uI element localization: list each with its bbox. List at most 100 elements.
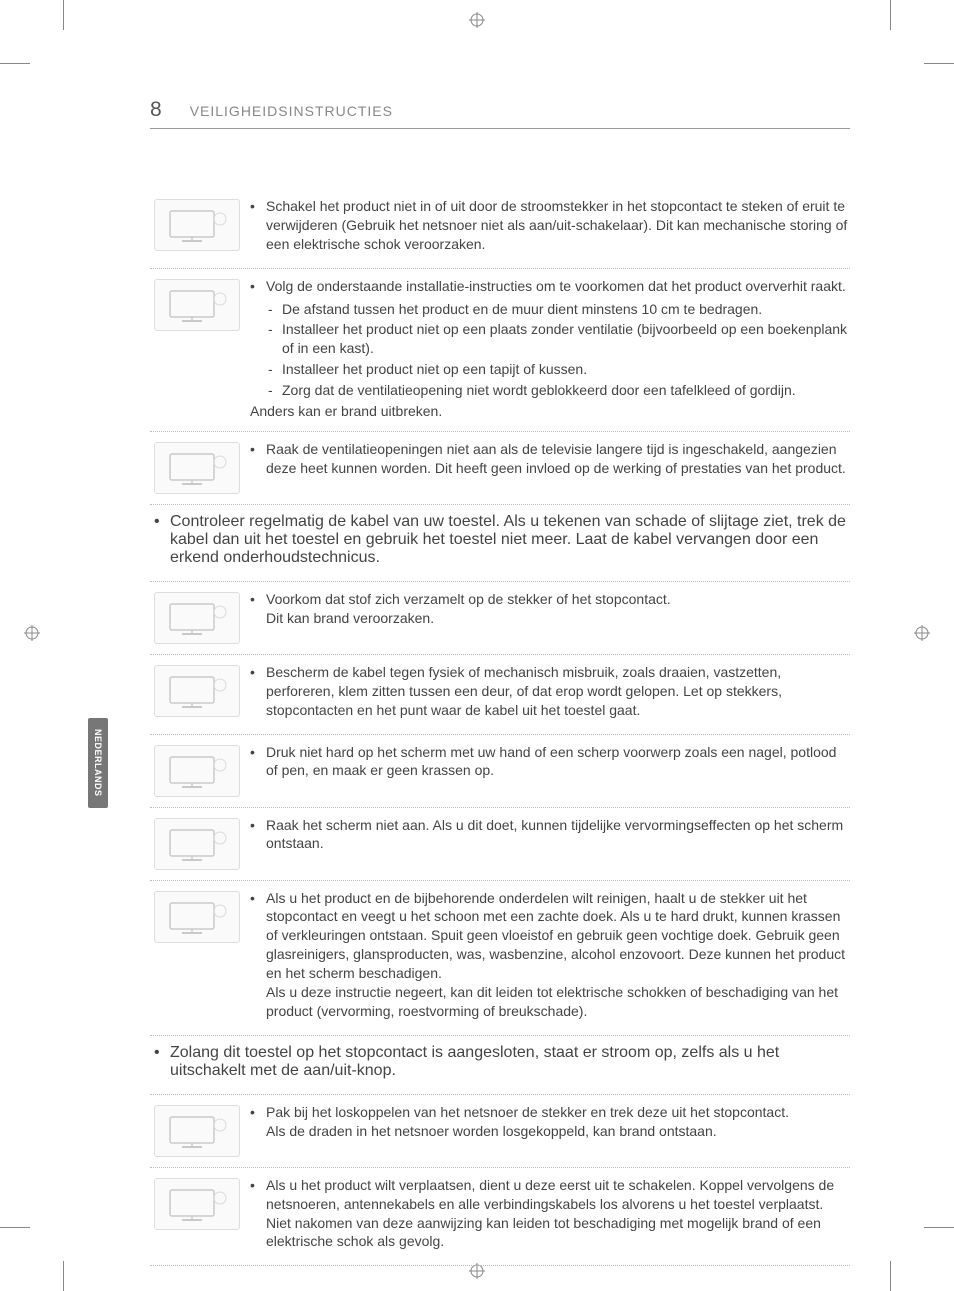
instruction-bullet: •Druk niet hard op het scherm met uw han… — [250, 743, 850, 781]
bullet-dot-icon: • — [250, 590, 266, 628]
instruction-illustration — [150, 743, 250, 797]
instruction-row: •Bescherm de kabel tegen fysiek of mecha… — [150, 655, 850, 735]
crop-mark — [924, 1227, 954, 1228]
instruction-illustration — [150, 816, 250, 870]
cleaning-icon — [154, 891, 240, 943]
instruction-line: Voorkom dat stof zich verzamelt op de st… — [266, 590, 850, 609]
crop-mark — [0, 1227, 30, 1228]
registration-mark-icon — [914, 625, 930, 641]
instruction-line: Als u het product wilt verplaatsen, dien… — [266, 1176, 850, 1214]
instruction-text: Schakel het product niet in of uit door … — [266, 197, 850, 254]
instruction-subtext: De afstand tussen het product en de muur… — [282, 300, 762, 319]
crop-mark — [924, 63, 954, 64]
bullet-dot-icon: • — [154, 513, 170, 567]
instruction-bullet: •Controleer regelmatig de kabel van uw t… — [150, 513, 850, 567]
instruction-text: Druk niet hard op het scherm met uw hand… — [266, 743, 850, 781]
instruction-subitem: -Installeer het product niet op een plaa… — [268, 320, 850, 358]
instruction-bullet: •Als u het product wilt verplaatsen, die… — [250, 1176, 850, 1252]
instruction-illustration — [150, 197, 250, 258]
bullet-dot-icon: • — [250, 743, 266, 781]
tv-ventilation-icon — [154, 279, 240, 331]
instruction-text-cell: •Pak bij het loskoppelen van het netsnoe… — [250, 1103, 850, 1157]
registration-mark-icon — [24, 625, 40, 641]
instruction-text-cell: •Druk niet hard op het scherm met uw han… — [250, 743, 850, 797]
instruction-subitem: -Zorg dat de ventilatieopening niet word… — [268, 381, 850, 400]
instruction-subtext: Installeer het product niet op een tapij… — [282, 360, 587, 379]
instruction-text: Pak bij het loskoppelen van het netsnoer… — [266, 1103, 850, 1141]
language-tab: NEDERLANDS — [88, 718, 108, 808]
instruction-row: •Raak het scherm niet aan. Als u dit doe… — [150, 808, 850, 881]
instruction-row: •Druk niet hard op het scherm met uw han… — [150, 735, 850, 808]
bullet-dot-icon: • — [250, 197, 266, 254]
section-title: VEILIGHEIDSINSTRUCTIES — [190, 103, 393, 119]
instruction-subtext: Installeer het product niet op een plaat… — [282, 320, 850, 358]
instruction-subitem: -De afstand tussen het product en de muu… — [268, 300, 850, 319]
instruction-text-cell: •Volg de onderstaande installatie-instru… — [250, 277, 850, 421]
instruction-row: •Controleer regelmatig de kabel van uw t… — [150, 505, 850, 582]
instruction-illustration — [150, 590, 250, 644]
bullet-dot-icon: • — [250, 440, 266, 478]
instruction-line: Pak bij het loskoppelen van het netsnoer… — [266, 1103, 850, 1122]
instruction-bullet: •Pak bij het loskoppelen van het netsnoe… — [250, 1103, 850, 1141]
plug-dust-icon — [154, 592, 240, 644]
dash-icon: - — [268, 381, 282, 400]
instruction-row: •Raak de ventilatieopeningen niet aan al… — [150, 432, 850, 505]
instruction-text: Als u het product en de bijbehorende ond… — [266, 889, 850, 1021]
instruction-text: Raak het scherm niet aan. Als u dit doet… — [266, 816, 850, 854]
instruction-illustration — [150, 1103, 250, 1157]
instruction-row: •Als u het product wilt verplaatsen, die… — [150, 1168, 850, 1267]
unplug-icon — [154, 1105, 240, 1157]
instruction-text-cell: •Als u het product en de bijbehorende on… — [250, 889, 850, 1025]
instruction-text-cell: •Raak het scherm niet aan. Als u dit doe… — [250, 816, 850, 870]
language-tab-label: NEDERLANDS — [93, 729, 103, 797]
instruction-text: Als u het product wilt verplaatsen, dien… — [266, 1176, 850, 1252]
instruction-subtext: Zorg dat de ventilatieopening niet wordt… — [282, 381, 796, 400]
instruction-illustration — [150, 663, 250, 724]
instruction-text-cell: •Voorkom dat stof zich verzamelt op de s… — [250, 590, 850, 644]
bullet-dot-icon: • — [250, 1176, 266, 1252]
instruction-row: •Voorkom dat stof zich verzamelt op de s… — [150, 582, 850, 655]
instruction-bullet: •Volg de onderstaande installatie-instru… — [250, 277, 850, 296]
instruction-text: Raak de ventilatieopeningen niet aan als… — [266, 440, 850, 478]
tv-hot-vent-icon — [154, 442, 240, 494]
instruction-sublist: -De afstand tussen het product en de muu… — [250, 300, 850, 400]
bullet-dot-icon: • — [250, 1103, 266, 1141]
crop-mark — [63, 1261, 64, 1291]
dash-icon: - — [268, 320, 282, 358]
instruction-text-cell: •Als u het product wilt verplaatsen, die… — [250, 1176, 850, 1256]
instruction-line: Als de draden in het netsnoer worden los… — [266, 1122, 850, 1141]
instruction-line: Dit kan brand veroorzaken. — [266, 609, 850, 628]
instruction-illustration — [150, 1176, 250, 1256]
crop-mark — [0, 63, 30, 64]
bullet-dot-icon: • — [250, 663, 266, 720]
instruction-illustration — [150, 440, 250, 494]
bullet-dot-icon: • — [154, 1044, 170, 1080]
instruction-outro: Anders kan er brand uitbreken. — [250, 402, 850, 421]
bullet-dot-icon: • — [250, 889, 266, 1021]
registration-mark-icon — [469, 12, 485, 28]
instruction-text-cell: •Bescherm de kabel tegen fysiek of mecha… — [250, 663, 850, 724]
crop-mark — [890, 0, 891, 30]
move-product-icon — [154, 1178, 240, 1230]
bullet-dot-icon: • — [250, 277, 266, 296]
instruction-bullet: •Als u het product en de bijbehorende on… — [250, 889, 850, 1021]
tv-plug-x-icon — [154, 199, 240, 251]
instruction-row: •Volg de onderstaande installatie-instru… — [150, 269, 850, 432]
instruction-text: Controleer regelmatig de kabel van uw to… — [170, 513, 850, 567]
instruction-text: Volg de onderstaande installatie-instruc… — [266, 277, 850, 296]
page-header: 8 VEILIGHEIDSINSTRUCTIES — [150, 98, 850, 129]
instruction-row: •Zolang dit toestel op het stopcontact i… — [150, 1036, 850, 1095]
dash-icon: - — [268, 360, 282, 379]
crop-mark — [63, 0, 64, 30]
instruction-bullet: •Raak de ventilatieopeningen niet aan al… — [250, 440, 850, 478]
instruction-bullet: •Zolang dit toestel op het stopcontact i… — [150, 1044, 850, 1080]
bullet-dot-icon: • — [250, 816, 266, 854]
instruction-line: Als u deze instructie negeert, kan dit l… — [266, 983, 850, 1021]
screen-press-icon — [154, 745, 240, 797]
instruction-row: •Pak bij het loskoppelen van het netsnoe… — [150, 1095, 850, 1168]
instruction-bullet: •Bescherm de kabel tegen fysiek of mecha… — [250, 663, 850, 720]
instruction-subitem: -Installeer het product niet op een tapi… — [268, 360, 850, 379]
instruction-row: •Als u het product en de bijbehorende on… — [150, 881, 850, 1036]
page-number: 8 — [150, 98, 162, 122]
instruction-text: Bescherm de kabel tegen fysiek of mechan… — [266, 663, 850, 720]
